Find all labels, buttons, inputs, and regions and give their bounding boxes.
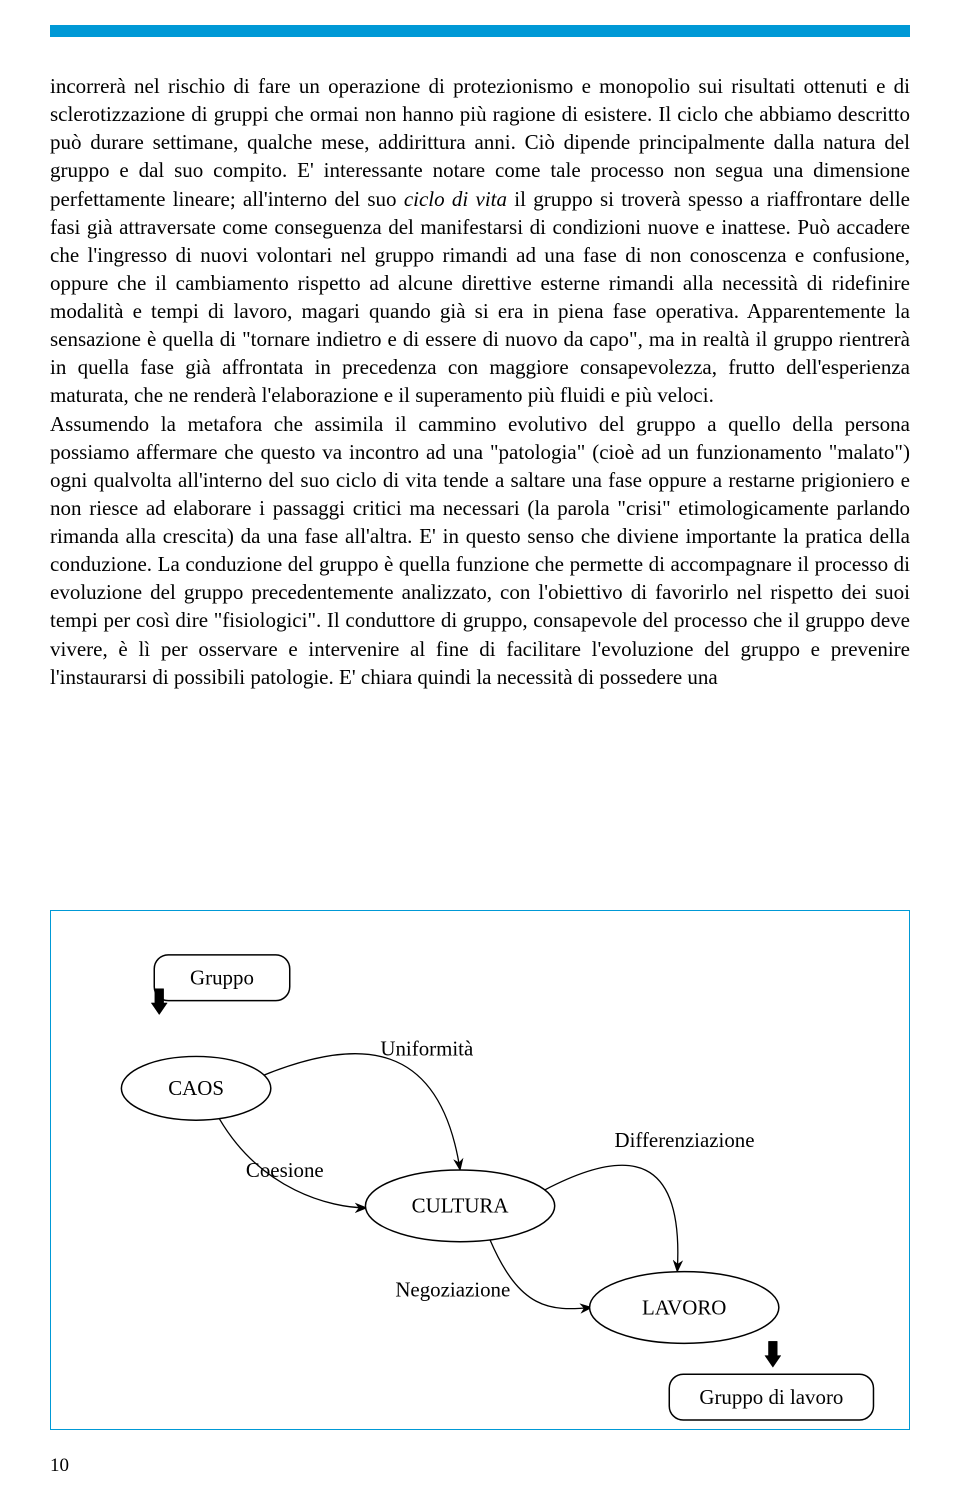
node-label-gruppo: Gruppo: [190, 966, 254, 990]
block-arrow: [765, 1341, 781, 1367]
diagram-label: Coesione: [246, 1158, 324, 1182]
edge: [261, 1054, 460, 1170]
node-label-caos: CAOS: [168, 1076, 224, 1100]
body-paragraph: incorrerà nel rischio di fare un operazi…: [50, 72, 910, 691]
top-bar: [50, 25, 910, 37]
diagram-label: Uniformità: [380, 1036, 473, 1060]
node-label-gruppo-di-lavoro: Gruppo di lavoro: [699, 1385, 843, 1409]
flowchart-svg: Gruppo CAOS CULTURA LAVORO Gruppo di lavoro U…: [51, 911, 909, 1429]
page-number: 10: [50, 1455, 69, 1477]
diagram-label: Differenziazione: [614, 1128, 754, 1152]
edge: [545, 1165, 678, 1271]
node-label-lavoro: LAVORO: [642, 1295, 726, 1319]
diagram-container: Gruppo CAOS CULTURA LAVORO Gruppo di lavoro U…: [50, 910, 910, 1430]
diagram-label: Negoziazione: [395, 1277, 510, 1301]
node-label-cultura: CULTURA: [412, 1194, 509, 1218]
